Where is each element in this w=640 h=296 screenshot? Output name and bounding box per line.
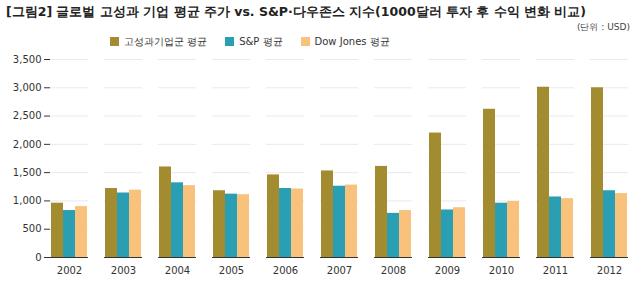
svg-text:2010: 2010 <box>489 265 514 276</box>
html-text:S&P 평균: S&P 평균 <box>239 36 283 47</box>
svg-text:0: 0 <box>35 252 41 263</box>
svg-text:2008: 2008 <box>381 265 406 276</box>
svg-text:1,500: 1,500 <box>13 167 42 178</box>
html-text:Dow Jones 평균: Dow Jones 평균 <box>314 36 390 47</box>
svg-text:2003: 2003 <box>111 265 136 276</box>
svg-text:3,000: 3,000 <box>13 82 42 93</box>
svg-text:2,500: 2,500 <box>13 110 42 121</box>
html-text:고성과기업군 평균: 고성과기업군 평균 <box>124 36 208 47</box>
svg-text:2011: 2011 <box>543 265 568 276</box>
svg-text:2009: 2009 <box>435 265 460 276</box>
html-text:[그림2] 글로벌 고성과 기업 평균 주가 vs. S&P: [그림2] 글로벌 고성과 기업 평균 주가 vs. S&P·다우존스 지수(1… <box>6 4 587 19</box>
svg-text:500: 500 <box>22 223 41 234</box>
svg-text:2005: 2005 <box>219 265 244 276</box>
svg-text:2007: 2007 <box>327 265 352 276</box>
svg-text:2004: 2004 <box>165 265 190 276</box>
svg-text:2012: 2012 <box>597 265 622 276</box>
svg-text:2,000: 2,000 <box>13 139 42 150</box>
svg-text:2006: 2006 <box>273 265 298 276</box>
svg-text:2002: 2002 <box>57 265 82 276</box>
svg-text:1,000: 1,000 <box>13 195 42 206</box>
svg-text:3,500: 3,500 <box>13 54 42 65</box>
html-text:(단위 : USD): (단위 : USD) <box>577 22 630 32</box>
